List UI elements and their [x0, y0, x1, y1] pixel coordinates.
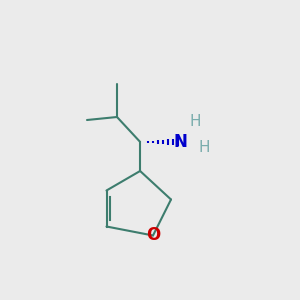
- Text: O: O: [146, 226, 160, 244]
- Text: H: H: [198, 140, 210, 154]
- Text: N: N: [173, 133, 187, 151]
- Text: H: H: [189, 114, 201, 129]
